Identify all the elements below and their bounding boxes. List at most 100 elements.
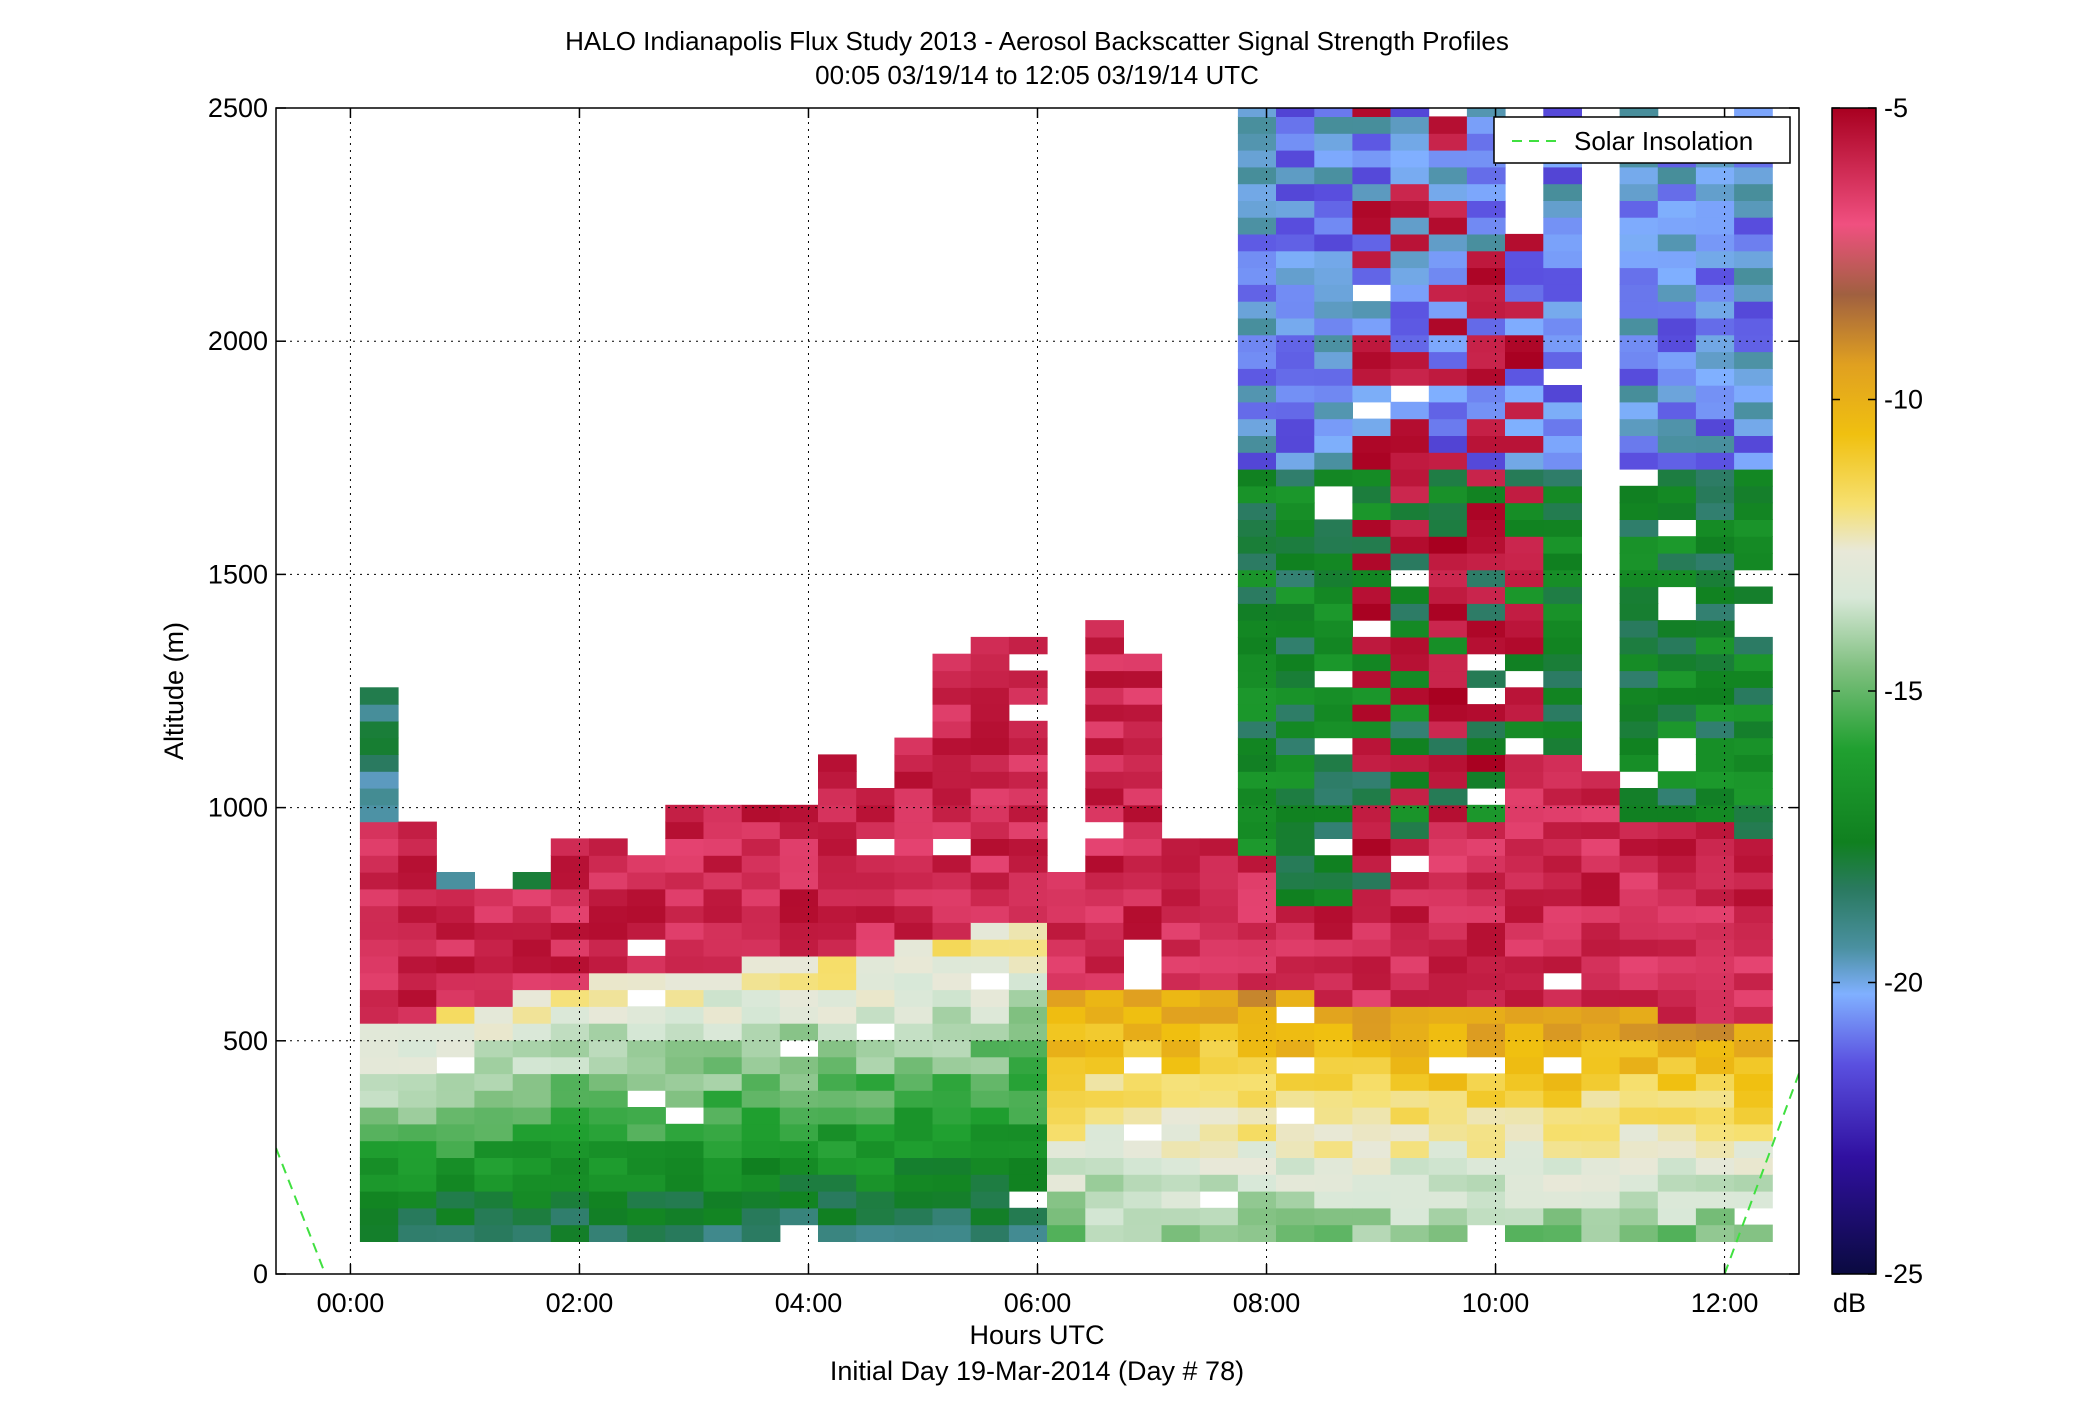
heatmap-cell [1581,939,1621,957]
heatmap-cell [1352,989,1392,1007]
heatmap-cell [1543,872,1582,890]
heatmap-cell [436,1073,475,1091]
heatmap-cell [1581,1056,1621,1075]
heatmap-cell [436,1123,475,1142]
heatmap-cell [1543,771,1582,789]
heatmap-cell [1390,351,1430,369]
heatmap-cell [932,1191,972,1209]
heatmap-cell [1505,519,1544,537]
heatmap-cell [932,720,972,739]
heatmap-cell [550,972,590,991]
heatmap-cell [894,1207,934,1226]
heatmap-cell [1466,401,1506,420]
heatmap-cell [970,1207,1010,1226]
heatmap-cell [1390,267,1430,285]
heatmap-cell [1123,788,1163,806]
heatmap-cell [665,888,704,907]
heatmap-cell [627,1107,666,1125]
heatmap-cell [1314,620,1353,638]
heatmap-cell [1428,855,1468,873]
heatmap-cell [1085,1123,1124,1142]
heatmap-cell [1237,485,1277,504]
heatmap-cell [1390,108,1430,117]
heatmap-cell [1237,737,1277,755]
heatmap-cell [1505,368,1544,386]
heatmap-cell [1314,653,1353,672]
heatmap-cell [1657,922,1697,940]
heatmap-cell [1390,317,1430,336]
heatmap-cell [1657,401,1697,420]
heatmap-cell [703,1157,743,1175]
heatmap-cell [1466,267,1506,285]
colorbar-tick-label: -5 [1884,93,1908,123]
heatmap-cell [1161,1174,1201,1192]
heatmap-cell [1619,536,1659,554]
heatmap-cell [1123,838,1163,856]
heatmap-cell [589,1207,628,1226]
heatmap-cell [1619,1073,1659,1091]
solar-insolation-segment [276,1147,327,1274]
heatmap-cell [1276,855,1315,873]
heatmap-cell [1428,519,1468,537]
heatmap-cell [1657,1090,1697,1108]
heatmap-cell [779,838,819,856]
heatmap-cell [1505,1191,1544,1209]
heatmap-cell [589,1056,628,1075]
heatmap-cell [703,972,743,991]
heatmap-cell [359,788,399,806]
heatmap-cell [1466,469,1506,487]
x-axis: 00:00 02:00 04:00 06:00 08:00 10:00 12:00 [317,108,1758,1318]
heatmap-cell [1505,653,1544,672]
heatmap-cell [1161,1006,1201,1024]
heatmap-cell [1123,687,1163,705]
heatmap-cell [398,922,437,940]
heatmap-cell [1657,183,1697,201]
heatmap-cell [1390,754,1430,772]
heatmap-cell [703,888,743,907]
heatmap-cell [1352,108,1392,117]
heatmap-cell [1543,1207,1582,1226]
heatmap-cell [1543,1174,1582,1192]
heatmap-cell [1505,922,1544,940]
heatmap-cell [1237,720,1277,739]
heatmap-cell [932,1023,972,1041]
heatmap-cell [436,1023,475,1041]
heatmap-cell [1085,1191,1124,1209]
heatmap-cell [1008,788,1048,806]
heatmap-cell [359,955,399,974]
heatmap-cell [1619,301,1659,319]
heatmap-cell [627,1157,666,1175]
heatmap-cell [1619,1107,1659,1125]
heatmap-cell [550,872,590,890]
heatmap-cell [1276,317,1315,336]
heatmap-cell [1619,737,1659,755]
heatmap-cell [1123,720,1163,739]
heatmap-cell [1237,317,1277,336]
heatmap-cell [1734,922,1773,940]
heatmap-cell [359,1157,399,1175]
heatmap-cell [1085,1039,1124,1058]
heatmap-cell [550,1224,590,1242]
heatmap-cell [1466,670,1506,688]
heatmap-cell [1047,905,1086,923]
heatmap-cell [741,1090,781,1108]
heatmap-cell [1314,385,1353,403]
heatmap-cell [1695,620,1735,638]
heatmap-cell [1619,838,1659,856]
heatmap-cell [818,821,857,839]
heatmap-cell [1047,888,1086,907]
heatmap-cell [1428,569,1468,588]
y-tick-label: 500 [223,1026,268,1056]
heatmap-cell [1123,821,1163,839]
heatmap-cell [1734,720,1773,739]
heatmap-cell [1695,1006,1735,1024]
heatmap-cell [1008,1090,1048,1108]
heatmap-cell [1619,552,1659,571]
heatmap-cell [779,922,819,940]
heatmap-cell [1008,939,1048,957]
heatmap-cell [1237,217,1277,235]
heatmap-cell [1123,704,1163,722]
heatmap-cell [1008,855,1048,873]
heatmap-cell [1237,301,1277,319]
heatmap-cell [894,1157,934,1175]
